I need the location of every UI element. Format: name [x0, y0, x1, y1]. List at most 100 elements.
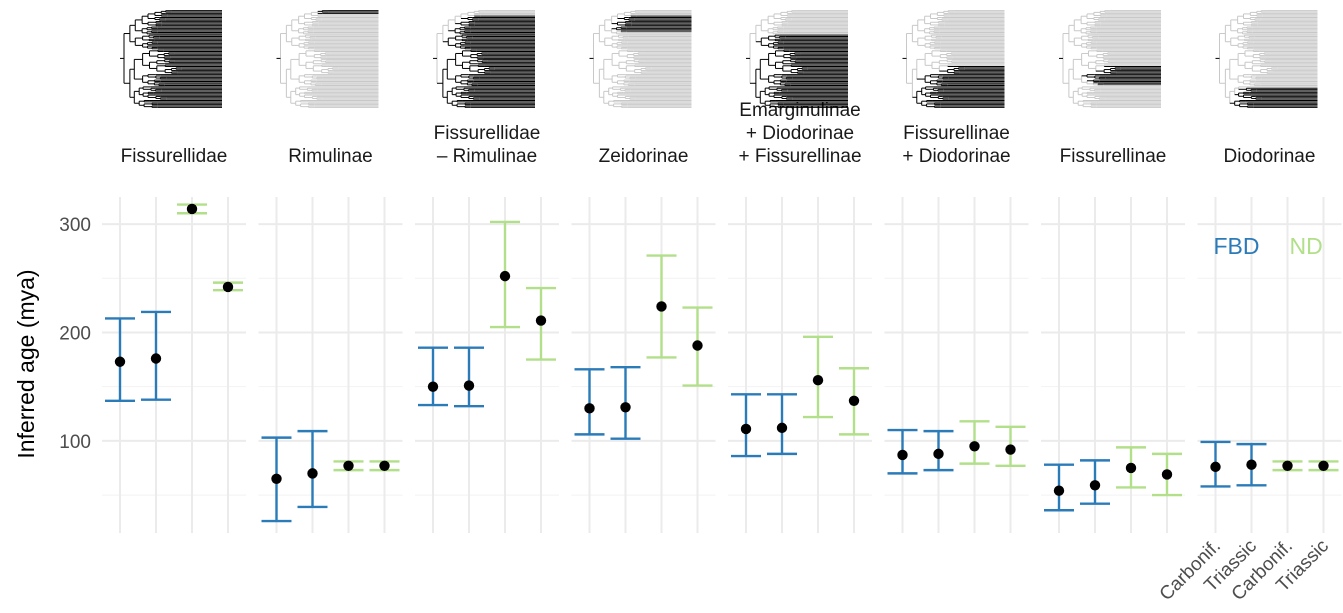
- errorbar-fbd: [105, 317, 135, 402]
- errorbar-nd: [646, 254, 677, 359]
- panel-2: Fissurellidae– Rimulinae: [415, 10, 559, 533]
- data-point: [969, 441, 980, 452]
- errorbar-nd: [1308, 460, 1339, 472]
- panel-6: Fissurellinae: [1041, 10, 1185, 533]
- panel-background: [415, 197, 559, 533]
- tree-thumbnail: [902, 10, 1005, 108]
- data-point: [740, 423, 752, 435]
- data-point: [656, 301, 667, 312]
- data-point: [114, 356, 126, 367]
- tree-thumbnail: [120, 10, 222, 108]
- data-point: [535, 315, 547, 326]
- data-point: [271, 473, 282, 485]
- data-point: [1246, 459, 1257, 470]
- tree-thumbnail: [1059, 10, 1161, 108]
- data-point: [1210, 461, 1221, 473]
- data-point: [1318, 460, 1329, 471]
- strip-label-line: + Diodorinae: [902, 146, 1010, 167]
- legend-entry-nd: ND: [1290, 233, 1323, 259]
- data-point: [222, 281, 234, 293]
- errorbar-nd: [1152, 452, 1182, 497]
- errorbar-fbd: [610, 365, 641, 440]
- errorbar-fbd: [418, 346, 448, 407]
- panel-background: [728, 197, 872, 533]
- data-point: [812, 374, 824, 386]
- data-point: [427, 381, 439, 392]
- data-point: [897, 449, 908, 461]
- errorbar-nd: [177, 203, 207, 215]
- data-point: [463, 380, 475, 391]
- panel-background: [1197, 197, 1342, 533]
- strip-label-line: Diodorinae: [1224, 146, 1316, 167]
- errorbar-fbd: [261, 436, 292, 523]
- data-point: [379, 460, 390, 471]
- data-point: [933, 448, 944, 460]
- errorbar-fbd: [731, 393, 761, 458]
- strip-label-line: + Fissurellinae: [738, 146, 861, 167]
- data-point: [1125, 462, 1137, 474]
- errorbar-fbd: [1200, 440, 1231, 488]
- errorbar-nd: [959, 420, 990, 465]
- errorbar-nd: [1272, 460, 1303, 472]
- errorbar-fbd: [1236, 442, 1267, 487]
- data-point: [150, 353, 162, 364]
- y-tick-label: 100: [59, 432, 91, 453]
- errorbar-nd: [839, 367, 869, 436]
- panel-4: Emarginulinae+ Diodorinae+ Fissurellinae: [728, 10, 872, 533]
- strip-label-line: Zeidorinae: [599, 146, 689, 167]
- facet-panels: Fissurellidae Rimulinae Fissurellidae– Rim…: [102, 10, 1342, 533]
- data-point: [692, 340, 703, 351]
- data-point: [499, 270, 511, 282]
- y-tick-label: 300: [59, 215, 91, 236]
- errorbar-nd: [333, 460, 364, 472]
- data-point: [343, 460, 354, 471]
- errorbar-fbd: [767, 393, 797, 456]
- panel-0: Fissurellidae: [102, 10, 246, 533]
- errorbar-fbd: [141, 310, 171, 401]
- data-point: [1161, 469, 1173, 480]
- strip-label-line: Fissurellinae: [903, 123, 1010, 144]
- strip-label-line: Fissurellinae: [1060, 146, 1167, 167]
- errorbar-fbd: [574, 368, 605, 436]
- data-point: [1005, 444, 1016, 455]
- strip-label-line: + Diodorinae: [746, 123, 854, 144]
- panel-5: Fissurellinae+ Diodorinae: [884, 10, 1029, 533]
- errorbar-nd: [526, 286, 556, 361]
- errorbar-nd: [490, 220, 520, 329]
- data-point: [848, 395, 860, 406]
- panel-7: Diodorinae: [1197, 10, 1342, 533]
- legend-entry-fbd: FBD: [1214, 233, 1260, 259]
- tree-thumbnail: [1215, 10, 1318, 108]
- data-point: [1053, 485, 1065, 496]
- tree-thumbnail: [433, 10, 535, 108]
- panel-1: Rimulinae: [258, 10, 403, 533]
- panel-background: [1041, 197, 1185, 533]
- panel-background: [258, 197, 403, 533]
- errorbar-nd: [682, 306, 713, 387]
- errorbar-nd: [213, 281, 243, 293]
- tree-thumbnail: [276, 10, 379, 108]
- y-axis-title: Inferred age (mya): [13, 269, 39, 458]
- data-point: [620, 402, 631, 413]
- data-point: [186, 203, 198, 215]
- panel-background: [571, 197, 716, 533]
- errorbar-fbd: [923, 429, 954, 472]
- strip-label-line: Fissurellidae: [121, 146, 228, 167]
- y-tick-label: 200: [59, 323, 91, 344]
- strip-label-line: Rimulinae: [288, 146, 372, 167]
- errorbar-nd: [1116, 446, 1146, 489]
- errorbar-fbd: [887, 428, 918, 475]
- errorbar-fbd: [1080, 459, 1110, 505]
- panel-background: [884, 197, 1029, 533]
- errorbar-nd: [369, 460, 400, 472]
- data-point: [1282, 460, 1293, 471]
- errorbar-nd: [995, 425, 1026, 467]
- legend: FBD ND: [1214, 233, 1323, 259]
- panel-3: Zeidorinae: [571, 10, 716, 533]
- data-point: [776, 422, 788, 434]
- panel-background: [102, 197, 246, 533]
- errorbar-fbd: [454, 346, 484, 408]
- strip-label-line: – Rimulinae: [437, 146, 537, 167]
